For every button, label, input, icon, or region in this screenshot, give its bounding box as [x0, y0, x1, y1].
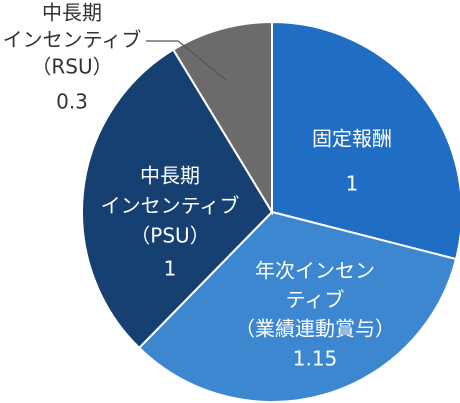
slice-label: ティブ — [286, 288, 345, 312]
slice-label: インセンティブ — [101, 194, 240, 218]
leader-line — [146, 40, 227, 81]
slice-label: 中長期 — [140, 164, 200, 188]
slice-label: 中長期 — [42, 1, 102, 25]
value-label: 1 — [346, 172, 359, 196]
slice-label: 固定報酬 — [312, 127, 392, 151]
value-label: 0.3 — [56, 90, 88, 114]
pie-slice — [137, 210, 458, 403]
slice-label: （業績連動賞与） — [235, 317, 395, 341]
slice-label: インセンティブ — [3, 28, 142, 52]
value-label: 1.15 — [293, 347, 338, 371]
slice-label: （PSU） — [130, 224, 209, 248]
value-label: 1 — [164, 257, 177, 281]
slice-label: （RSU） — [31, 55, 112, 79]
pie-slice — [81, 48, 274, 350]
slice-label: 年次インセン — [255, 259, 375, 283]
pie-slice — [271, 20, 460, 261]
pie-slice — [171, 20, 273, 216]
